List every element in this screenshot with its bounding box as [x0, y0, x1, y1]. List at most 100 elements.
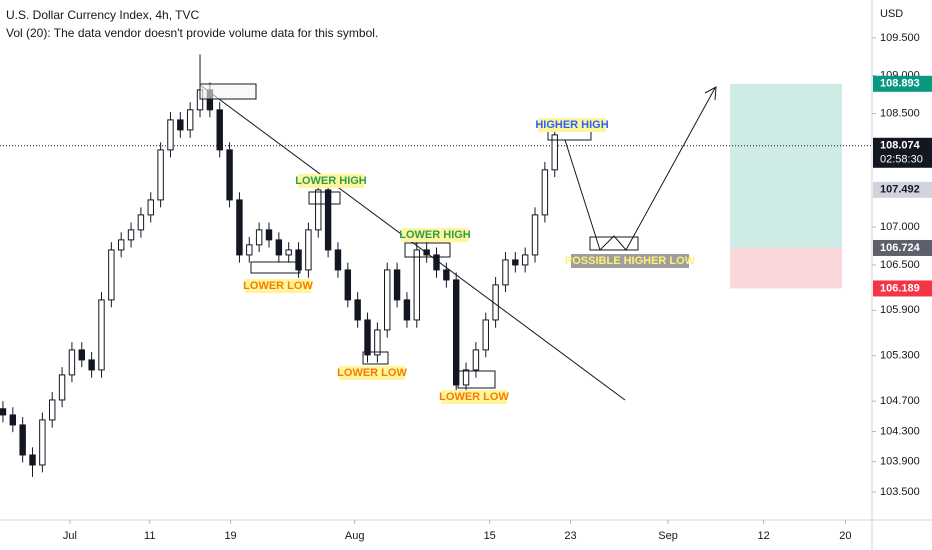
- candle-body: [88, 359, 95, 371]
- y-tick-label: 106.500: [880, 259, 920, 271]
- price-label: 108.893: [880, 78, 920, 90]
- candle-body: [393, 269, 401, 301]
- x-tick-label: 15: [484, 530, 496, 542]
- candle-body: [127, 229, 135, 241]
- label-bg: [245, 279, 311, 293]
- y-tick-label: 108.500: [880, 107, 920, 119]
- candle-body: [285, 249, 292, 256]
- candle-body: [551, 134, 558, 171]
- axes: 109.500109.000108.500107.000106.500105.9…: [63, 32, 932, 542]
- price-label-bg: [873, 137, 932, 168]
- candle-body: [0, 408, 7, 416]
- candle-body: [403, 299, 411, 321]
- annotation: LOWER HIGH: [295, 175, 367, 187]
- y-tick-label: 107.000: [880, 221, 920, 233]
- candle-body: [177, 119, 184, 131]
- candle-body: [344, 269, 352, 301]
- candle-body: [58, 374, 66, 401]
- x-tick-label: Sep: [658, 530, 678, 542]
- candle-body: [255, 229, 263, 246]
- price-label: 107.492: [880, 184, 920, 196]
- countdown: 02:58:30: [880, 154, 923, 166]
- swing-box: [362, 351, 389, 365]
- candle-body: [413, 249, 420, 321]
- candle-body: [324, 189, 332, 251]
- price-label-bg: [873, 239, 932, 256]
- price-label-bg: [873, 181, 932, 198]
- y-tick-label: 103.500: [880, 486, 920, 498]
- candle-body: [19, 424, 26, 456]
- candle-body: [462, 369, 470, 386]
- candle-body: [334, 249, 342, 271]
- candle-body: [216, 109, 223, 151]
- candle-body: [236, 199, 243, 256]
- candle-body: [502, 259, 509, 286]
- candle-body: [443, 269, 450, 281]
- x-tick-label: 19: [224, 530, 236, 542]
- label-bg: [402, 228, 468, 242]
- price-label: 108.074: [880, 140, 921, 152]
- profit-zone: [730, 83, 842, 248]
- candle-body: [49, 399, 56, 421]
- candle-body: [295, 249, 302, 271]
- candle-body: [167, 119, 174, 151]
- price-label: 106.189: [880, 282, 920, 294]
- label-bg: [298, 174, 364, 188]
- candle-body: [137, 214, 145, 231]
- loss-zone: [730, 247, 842, 289]
- x-tick-label: 20: [839, 530, 851, 542]
- candle-body: [531, 214, 539, 256]
- candle-body: [354, 299, 361, 321]
- y-tick-label: 109.500: [880, 32, 920, 44]
- candle-body: [246, 244, 253, 256]
- swing-box: [457, 370, 496, 389]
- price-label-bg: [873, 75, 932, 92]
- candle-body: [226, 149, 233, 201]
- swing-box: [199, 83, 257, 100]
- projection-path: [564, 87, 716, 251]
- annotation: LOWER LOW: [337, 367, 407, 379]
- candle-body: [78, 349, 85, 361]
- price-label-bg: [873, 280, 932, 297]
- candle-body: [98, 299, 105, 371]
- label-bg: [339, 366, 405, 380]
- candle-body: [315, 189, 322, 231]
- candle-body: [472, 349, 480, 371]
- annotation: HIGHER HIGH: [535, 119, 608, 131]
- candle-body: [157, 149, 164, 201]
- annotation: POSSIBLE HIGHER LOW: [565, 255, 696, 267]
- label-bg: [538, 118, 606, 132]
- y-tick-label: 104.300: [880, 425, 920, 437]
- candle-body: [364, 319, 371, 356]
- annotation: LOWER LOW: [243, 280, 313, 292]
- x-tick-label: 12: [757, 530, 769, 542]
- y-tick-label: 103.900: [880, 456, 920, 468]
- candle-body: [108, 249, 115, 301]
- label-bg: [571, 254, 689, 268]
- swing-box: [250, 261, 301, 274]
- drawings: [199, 83, 717, 401]
- candle-body: [275, 239, 283, 256]
- candle-body: [512, 259, 519, 266]
- x-tick-label: 11: [144, 530, 155, 542]
- candle-body: [305, 229, 312, 271]
- candle-body: [29, 454, 36, 466]
- annotations: HIGHER HIGH LOWER HIGH LOWER HIGH LOWER …: [243, 118, 696, 404]
- swing-box: [308, 191, 341, 205]
- swing-box: [404, 242, 451, 258]
- x-tick-label: Aug: [345, 530, 365, 542]
- swing-box: [589, 236, 639, 251]
- candle-body: [147, 199, 154, 216]
- candle-body: [482, 319, 489, 351]
- x-tick-label: Jul: [63, 530, 77, 542]
- y-tick-label: 105.900: [880, 304, 920, 316]
- candle-body: [117, 239, 125, 251]
- candle-body: [384, 269, 391, 331]
- arrow-head: [704, 86, 717, 101]
- y-tick-label: 105.300: [880, 350, 920, 362]
- annotation: LOWER LOW: [439, 391, 509, 403]
- annotation: LOWER HIGH: [399, 229, 471, 241]
- y-tick-label: 104.700: [880, 395, 920, 407]
